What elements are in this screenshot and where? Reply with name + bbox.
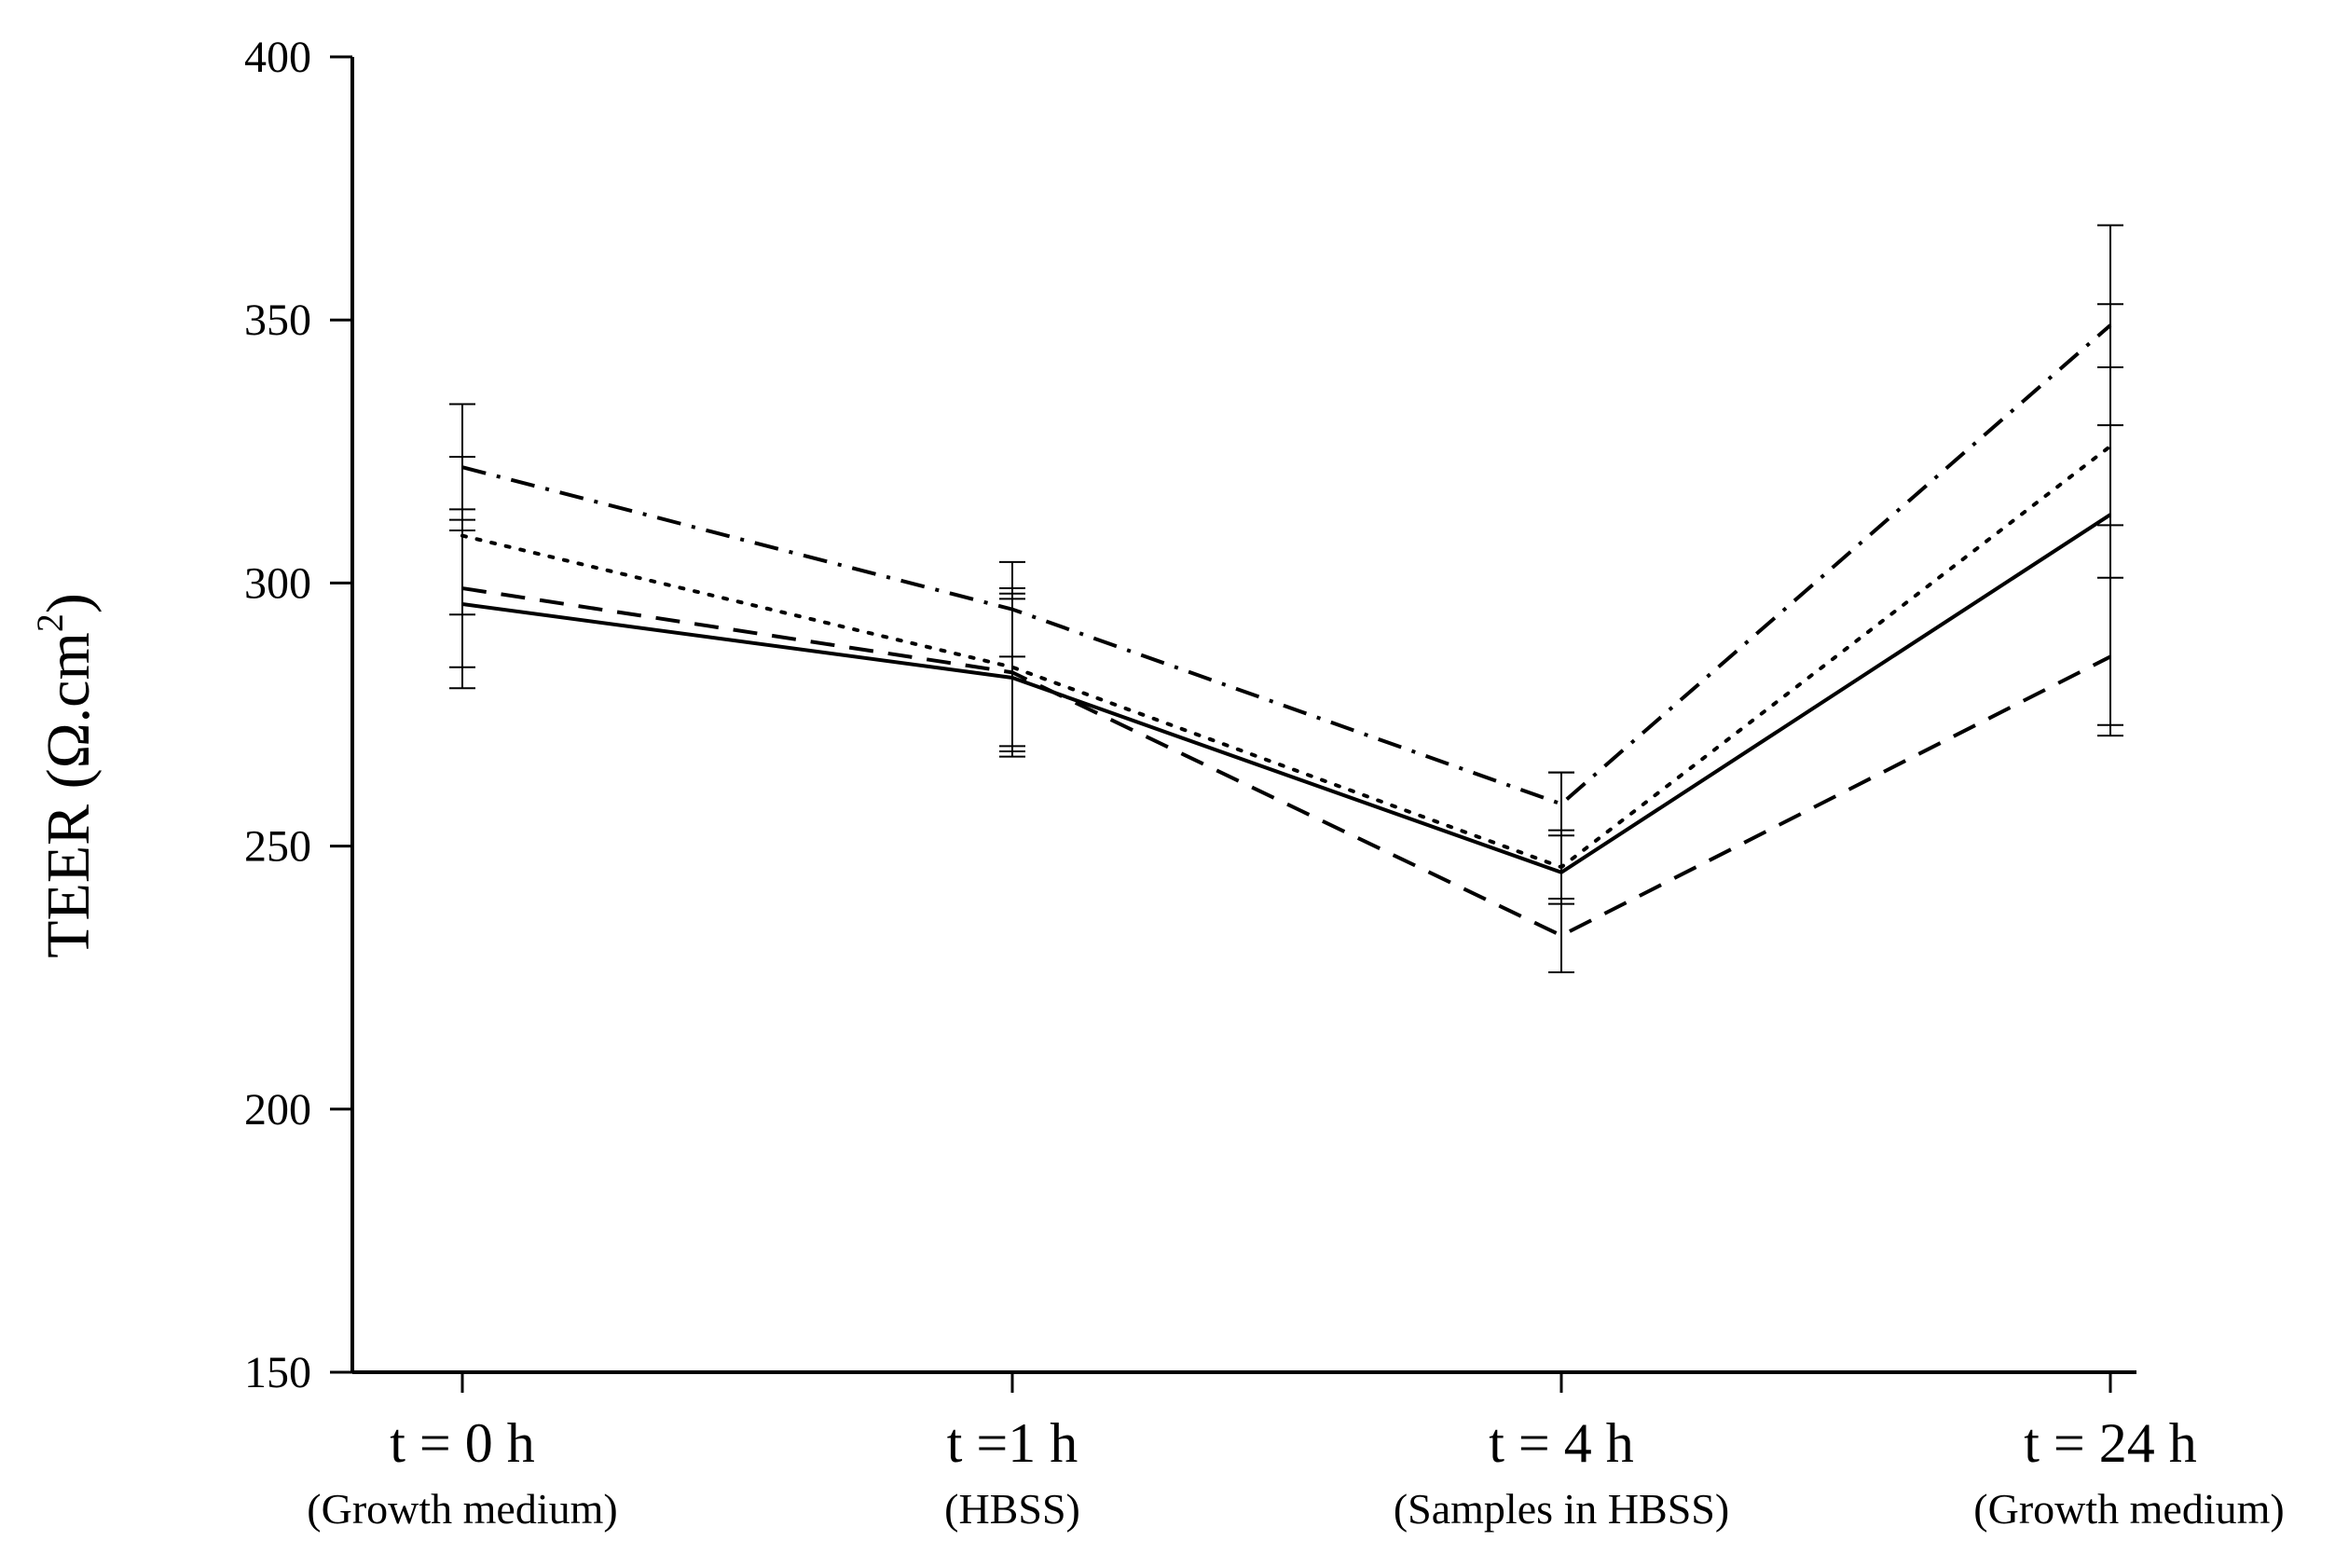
series-line-solid xyxy=(461,513,2112,875)
plot-area xyxy=(449,224,2123,974)
y-axis-title-superscript: 2 xyxy=(29,613,71,632)
x-category-sublabel: (Growth medium) xyxy=(1973,1485,2284,1533)
y-tick-label: 400 xyxy=(244,33,311,82)
series-line-dashed xyxy=(461,586,2111,938)
y-axis-title-close: ) xyxy=(34,593,103,613)
y-tick-label: 200 xyxy=(244,1085,311,1135)
y-axis-title-text: TEER (Ω.cm xyxy=(34,632,103,958)
x-category-label: t = 4 h xyxy=(1489,1412,1634,1474)
series-line-dash-dot xyxy=(461,323,2112,806)
y-axis-title: TEER (Ω.cm2) xyxy=(29,593,103,958)
y-tick-label: 300 xyxy=(244,558,311,608)
x-category-label: t =1 h xyxy=(947,1412,1078,1474)
x-category-label: t = 0 h xyxy=(390,1412,535,1474)
y-tick-label: 150 xyxy=(244,1348,311,1397)
x-category-label: t = 24 h xyxy=(2024,1412,2197,1474)
x-category-sublabel: (Growth medium) xyxy=(307,1485,617,1533)
axes: 150 200 250 300 350 400 t = 0 h (Growth medium)… xyxy=(244,33,2285,1533)
x-category-sublabel: (HBSS) xyxy=(944,1485,1080,1533)
y-tick-label: 350 xyxy=(244,296,311,345)
x-category-sublabel: (Samples in HBSS) xyxy=(1394,1485,1729,1533)
series-line-dotted xyxy=(460,444,2112,870)
y-tick-label: 250 xyxy=(244,822,311,872)
